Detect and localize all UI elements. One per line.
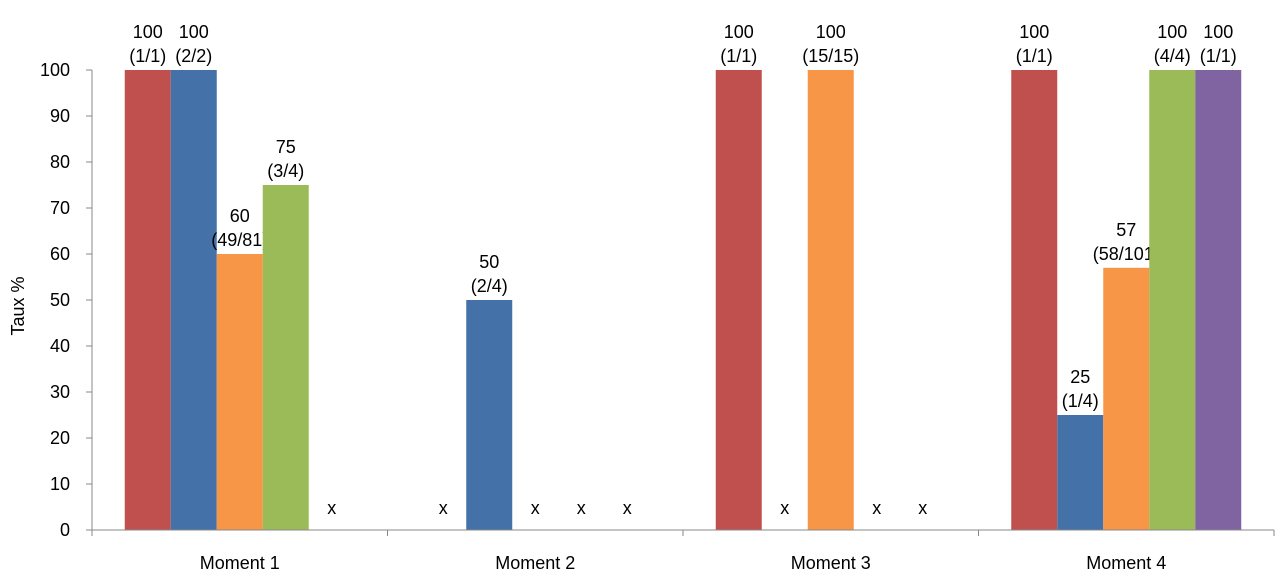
x-tick-label: Moment 3 (791, 553, 871, 573)
bar (216, 254, 263, 530)
bar (715, 70, 762, 530)
missing-marker: x (327, 498, 336, 518)
y-tick-label: 30 (50, 382, 70, 402)
data-label-value: 100 (179, 22, 209, 42)
data-label-value: 60 (230, 206, 250, 226)
data-label-ratio: (58/101) (1093, 244, 1160, 264)
bar (1195, 70, 1242, 530)
bar (170, 70, 217, 530)
missing-marker: x (531, 498, 540, 518)
data-label-value: 100 (816, 22, 846, 42)
y-tick-label: 60 (50, 244, 70, 264)
data-label-value: 100 (1203, 22, 1233, 42)
y-axis: 0 10 20 30 40 50 60 70 80 90 100 (40, 60, 93, 540)
y-tick-label: 80 (50, 152, 70, 172)
bar (124, 70, 171, 530)
data-label-ratio: (1/1) (1016, 46, 1053, 66)
bar (466, 300, 513, 530)
y-tick-label: 20 (50, 428, 70, 448)
data-label-ratio: (1/1) (1200, 46, 1237, 66)
data-label-value: 57 (1116, 220, 1136, 240)
missing-marker: x (577, 498, 586, 518)
data-label-ratio: (15/15) (802, 46, 859, 66)
missing-marker: x (918, 498, 927, 518)
bar (262, 185, 309, 530)
data-label-value: 25 (1070, 367, 1090, 387)
y-axis-label: Taux % (8, 276, 28, 335)
bar (1103, 267, 1150, 530)
bar (1057, 415, 1104, 530)
bar (1011, 70, 1058, 530)
missing-marker: x (623, 498, 632, 518)
data-label-value: 50 (479, 252, 499, 272)
data-label-value: 100 (724, 22, 754, 42)
data-label-ratio: (1/4) (1062, 391, 1099, 411)
data-label-ratio: (3/4) (267, 161, 304, 181)
y-tick-label: 0 (60, 520, 70, 540)
data-label-value: 100 (133, 22, 163, 42)
missing-marker: x (439, 498, 448, 518)
x-axis: Moment 1 Moment 2 Moment 3 Moment 4 (91, 529, 1275, 573)
data-label-ratio: (4/4) (1154, 46, 1191, 66)
y-tick-label: 10 (50, 474, 70, 494)
bar (807, 70, 854, 530)
y-tick-label: 90 (50, 106, 70, 126)
data-label-value: 100 (1157, 22, 1187, 42)
data-label-ratio: (2/2) (175, 46, 212, 66)
missing-marker: x (872, 498, 881, 518)
x-tick-label: Moment 2 (495, 553, 575, 573)
bars: (1/1) 100 (2/2) 100 (49/81) 60 (3/4) 75 x x (2/4) 5… (124, 22, 1242, 530)
data-label-value: 100 (1019, 22, 1049, 42)
data-label-ratio: (1/1) (129, 46, 166, 66)
missing-marker: x (780, 498, 789, 518)
bar (1149, 70, 1196, 530)
y-tick-label: 50 (50, 290, 70, 310)
x-tick-label: Moment 4 (1086, 553, 1166, 573)
y-tick-label: 40 (50, 336, 70, 356)
data-label-ratio: (1/1) (720, 46, 757, 66)
data-label-value: 75 (276, 137, 296, 157)
x-tick-label: Moment 1 (200, 553, 280, 573)
data-label-ratio: (49/81) (211, 230, 268, 250)
y-tick-label: 70 (50, 198, 70, 218)
data-label-ratio: (2/4) (471, 276, 508, 296)
y-tick-label: 100 (40, 60, 70, 80)
